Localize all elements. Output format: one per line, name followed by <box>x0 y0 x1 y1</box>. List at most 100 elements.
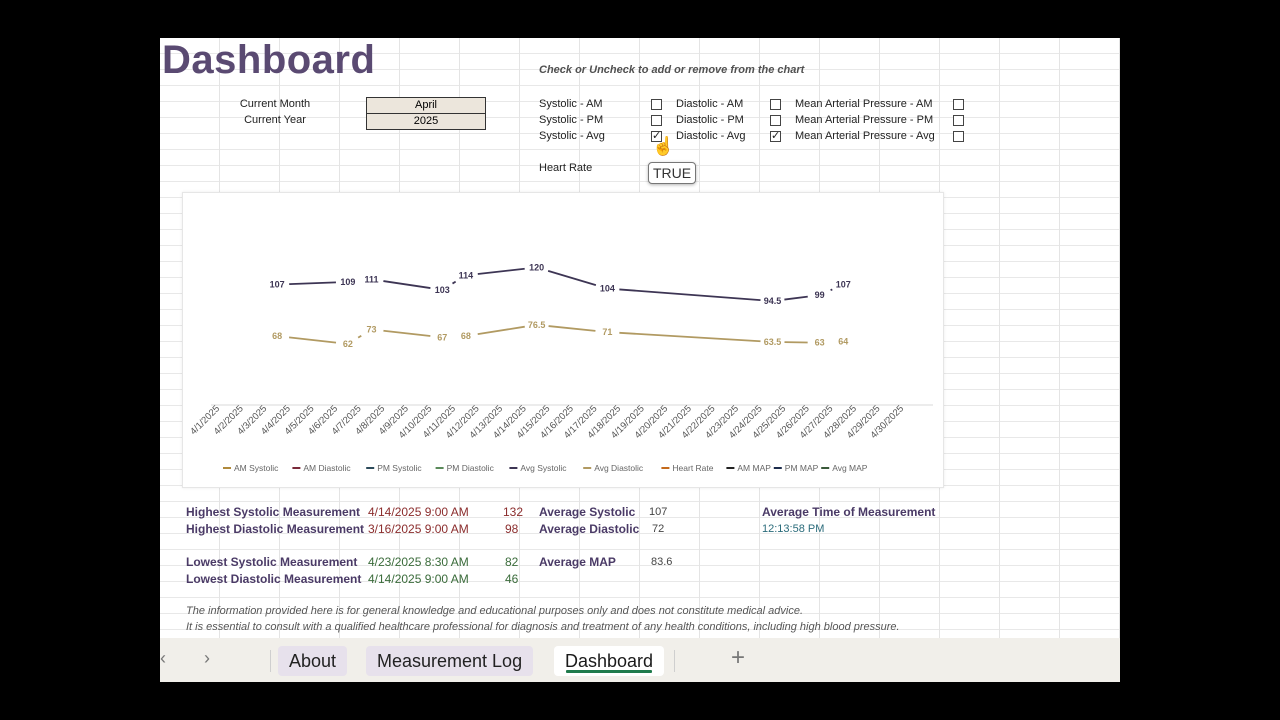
series-line-segment <box>548 325 596 332</box>
cb-label-diastolic-avg: Diastolic - Avg <box>676 130 746 142</box>
legend-entry: AM Systolic <box>234 463 279 473</box>
legend-entry: Avg MAP <box>832 463 868 473</box>
data-label: 114 <box>459 270 474 280</box>
add-sheet-icon[interactable]: + <box>731 644 746 671</box>
current-year-label: Current Year <box>244 114 306 126</box>
avg-diastolic-value: 72 <box>652 523 665 535</box>
scroll-tabs-right-icon[interactable]: › <box>204 648 210 668</box>
data-label: 62 <box>343 339 353 349</box>
avg-systolic-value: 107 <box>649 506 668 518</box>
data-label: 63.5 <box>764 337 782 347</box>
series-line-segment <box>619 331 761 343</box>
data-label: 68 <box>461 331 471 341</box>
current-month-cell[interactable]: April <box>366 97 486 114</box>
data-label: 64 <box>838 336 848 346</box>
data-label: 111 <box>365 274 379 284</box>
lowest-systolic-label: Lowest Systolic Measurement <box>186 555 358 569</box>
legend-entry: Avg Systolic <box>520 463 567 473</box>
heart-rate-label: Heart Rate <box>539 162 593 174</box>
checkbox-systolic-pm[interactable] <box>651 115 662 126</box>
tab-dashboard-label: Dashboard <box>565 651 654 671</box>
disclaimer-line-1: The information provided here is for gen… <box>186 605 803 617</box>
data-label: 73 <box>367 324 377 334</box>
series-line-segment <box>288 336 337 344</box>
legend-entry: Heart Rate <box>672 463 713 473</box>
series-line-segment <box>830 288 833 292</box>
checkbox-map-avg[interactable] <box>953 131 964 142</box>
legend-entry: AM MAP <box>737 463 771 473</box>
tab-divider <box>674 650 675 672</box>
highest-systolic-value: 132 <box>503 505 524 519</box>
bp-chart[interactable]: 107 109 111 103 114 120 104 94.5 99 107 68 62 73 67 68… <box>182 192 944 488</box>
legend-entry: Avg Diastolic <box>594 463 644 473</box>
cell-tooltip: TRUE <box>648 162 697 184</box>
cb-label-map-am: Mean Arterial Pressure - AM <box>795 98 933 110</box>
checkbox-map-am[interactable] <box>953 99 964 110</box>
data-label: 99 <box>815 290 825 300</box>
series-line-segment <box>289 281 336 286</box>
legend-entry: AM Diastolic <box>303 463 351 473</box>
series-line-segment <box>383 329 431 337</box>
data-label: 63 <box>815 338 825 348</box>
cb-label-diastolic-am: Diastolic - AM <box>676 98 744 110</box>
series-line-segment <box>477 325 525 336</box>
checkbox-systolic-am[interactable] <box>651 99 662 110</box>
highest-systolic-date: 4/14/2025 9:00 AM <box>368 505 469 519</box>
series-line-segment <box>784 295 808 301</box>
data-label: 104 <box>600 284 615 294</box>
data-label: 71 <box>602 327 612 337</box>
data-label: 107 <box>836 280 851 290</box>
avg-diastolic-label: Average Diastolic <box>539 522 640 536</box>
legend-entry: PM Systolic <box>377 463 422 473</box>
series-line-segment <box>383 280 431 289</box>
checkbox-map-pm[interactable] <box>953 115 964 126</box>
avg-time-value: 12:13:58 PM <box>762 523 825 535</box>
cb-label-systolic-avg: Systolic - Avg <box>539 130 605 142</box>
lowest-diastolic-label: Lowest Diastolic Measurement <box>186 572 362 586</box>
active-tab-indicator <box>566 670 653 673</box>
page-title: Dashboard <box>162 38 376 82</box>
lowest-diastolic-value: 46 <box>505 572 519 586</box>
cb-label-systolic-pm: Systolic - PM <box>539 114 604 126</box>
lowest-systolic-date: 4/23/2025 8:30 AM <box>368 555 469 569</box>
highest-systolic-label: Highest Systolic Measurement <box>186 505 361 519</box>
checkbox-diastolic-avg[interactable] <box>770 129 781 142</box>
highest-diastolic-label: Highest Diastolic Measurement <box>186 522 365 536</box>
cb-label-systolic-am: Systolic - AM <box>539 98 603 110</box>
tab-about[interactable]: About <box>278 646 348 676</box>
legend-entry: PM MAP <box>785 463 819 473</box>
sheet-tab-bar: ‹ › About Measurement Log Dashboard + <box>160 638 1120 682</box>
tab-dashboard[interactable]: Dashboard <box>554 646 665 676</box>
series-line-segment <box>452 280 457 285</box>
series-line-segment <box>357 334 362 339</box>
checkbox-systolic-avg[interactable] <box>651 129 662 142</box>
lowest-systolic-value: 82 <box>505 555 519 569</box>
data-label: 103 <box>435 285 450 295</box>
data-label: 76.5 <box>528 320 546 330</box>
data-label: 94.5 <box>764 296 782 306</box>
hand-cursor-icon: ☝ <box>652 136 675 156</box>
disclaimer-line-2: It is essential to consult with a qualif… <box>186 621 900 633</box>
chart-instruction: Check or Uncheck to add or remove from t… <box>539 64 805 76</box>
data-label: 68 <box>272 331 282 341</box>
highest-diastolic-date: 3/16/2025 9:00 AM <box>368 522 469 536</box>
tab-measurement-log[interactable]: Measurement Log <box>366 646 534 676</box>
data-label: 107 <box>270 280 285 290</box>
series-line-segment <box>547 269 597 286</box>
chart-canvas: 107 109 111 103 114 120 104 94.5 99 107 68 62 73 67 68… <box>188 262 933 473</box>
current-year-cell[interactable]: 2025 <box>366 113 486 130</box>
cb-label-map-pm: Mean Arterial Pressure - PM <box>795 114 934 126</box>
scroll-tabs-left-icon[interactable]: ‹ <box>160 648 166 668</box>
avg-time-label: Average Time of Measurement <box>762 505 936 519</box>
checkbox-diastolic-pm[interactable] <box>770 115 781 126</box>
data-label: 67 <box>437 332 447 342</box>
checkbox-diastolic-am[interactable] <box>770 99 781 110</box>
series-line-segment <box>477 267 525 275</box>
worksheet[interactable]: Dashboard Check or Uncheck to add or rem… <box>160 38 1120 638</box>
lowest-diastolic-date: 4/14/2025 9:00 AM <box>368 572 469 586</box>
current-month-label: Current Month <box>239 98 311 110</box>
data-label: 109 <box>340 277 355 287</box>
avg-systolic-label: Average Systolic <box>539 505 636 519</box>
tab-divider <box>270 650 271 672</box>
series-line-segment <box>619 288 761 302</box>
